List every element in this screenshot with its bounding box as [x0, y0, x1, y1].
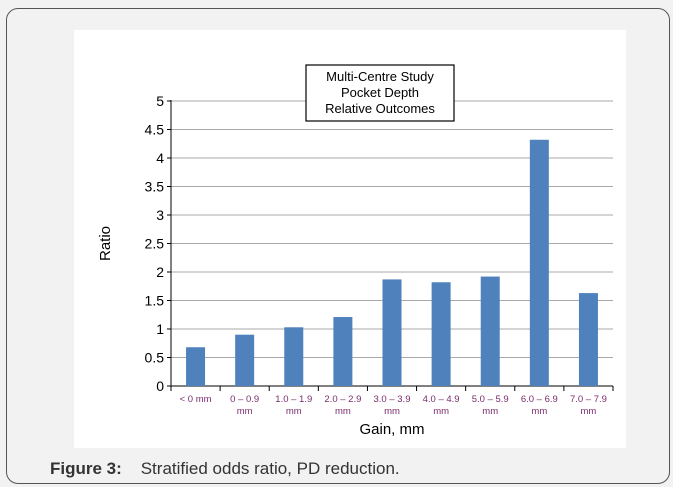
y-tick-label: 0: [156, 378, 164, 394]
x-tick-label: 0 – 0.9 mm: [230, 394, 259, 417]
bar: [529, 139, 549, 386]
bar: [235, 334, 255, 386]
y-tick-label: 0.5: [145, 350, 165, 366]
x-axis-title: Gain, mm: [359, 421, 424, 438]
x-tick-label: 4.0 – 4.9 mm: [423, 394, 460, 417]
y-tick-label: 4.5: [145, 122, 165, 138]
y-tick-label: 1.5: [145, 293, 165, 309]
bar: [333, 317, 353, 386]
y-tick-label: 5: [156, 93, 164, 109]
figure-card: 0 0.5 1 1.5 2 2.5 3 3.5 4 4.5 5 < 0 mm 0 – 0.9 mm 1.0 …: [6, 8, 670, 484]
y-tick-label: 2: [156, 264, 164, 280]
bar: [186, 347, 206, 386]
chart-area: 0 0.5 1 1.5 2 2.5 3 3.5 4 4.5 5 < 0 mm 0 – 0.9 mm 1.0 …: [74, 30, 626, 448]
y-axis-title: Ratio: [97, 226, 114, 261]
figure-caption: Figure 3: Stratified odds ratio, PD redu…: [50, 459, 400, 479]
bar: [284, 327, 304, 386]
bar: [480, 276, 500, 386]
caption-text: Stratified odds ratio, PD reduction.: [140, 459, 400, 478]
bar: [431, 282, 451, 386]
caption-label: Figure 3:: [50, 459, 122, 478]
chart-title-line: Pocket Depth: [341, 85, 419, 100]
y-tick-label: 2.5: [145, 236, 165, 252]
x-tick-label: 7.0 – 7.9 mm: [570, 394, 607, 417]
x-tick-label: 6.0 – 6.9 mm: [521, 394, 558, 417]
bar: [382, 279, 402, 386]
bar-chart: 0 0.5 1 1.5 2 2.5 3 3.5 4 4.5 5 < 0 mm 0 – 0.9 mm 1.0 …: [97, 64, 614, 438]
x-tick-label: 3.0 – 3.9 mm: [374, 394, 411, 417]
x-tick-label: 1.0 – 1.9 mm: [275, 394, 312, 417]
y-tick-label: 1: [156, 321, 164, 337]
y-tick-label: 4: [156, 150, 164, 166]
y-tick-label: 3.5: [145, 179, 165, 195]
chart-title-line: Multi-Centre Study: [326, 69, 434, 84]
chart-title-line: Relative Outcomes: [325, 101, 435, 116]
y-tick-label: 3: [156, 207, 164, 223]
x-tick-label: 5.0 – 5.9 mm: [472, 394, 509, 417]
chart-title-box: [305, 64, 455, 122]
bar: [578, 293, 598, 386]
x-tick-label: < 0 mm: [180, 394, 212, 405]
x-tick-label: 2.0 – 2.9 mm: [324, 394, 361, 417]
